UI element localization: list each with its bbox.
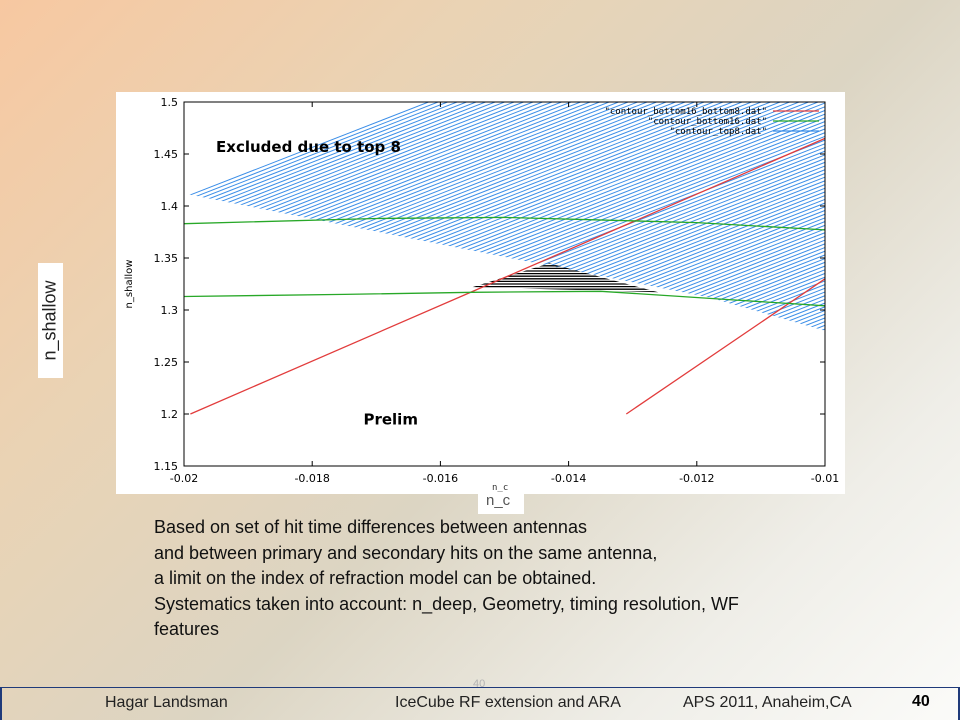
footer-page-faint: 40 [473,678,486,690]
hatch-line [184,102,825,331]
hatch-line [194,102,825,331]
contour-plot: -0.02 -0.018 -0.016 -0.014 -0.012 -0.01 1.15 1.… [116,92,845,494]
hatch-line [659,102,825,331]
footer-page-number: 40 [912,693,930,710]
hatch-line [184,102,825,331]
footer-author: Hagar Landsman [105,694,228,711]
hatch-line [184,102,825,331]
plot-annotation: Prelim [363,410,417,428]
x-tick-label: -0.01 [811,472,839,485]
hatch-line [184,102,825,331]
x-axis-title: n_c [486,492,511,509]
hatch-line [831,92,845,486]
series-line-1-1 [183,290,826,307]
hatch-line [184,102,825,331]
hatch-line [213,102,825,331]
footer-conference: APS 2011, Anaheim,CA [683,694,852,711]
hatch-line [184,102,825,331]
hatch-line [184,102,825,331]
hatch-line [678,102,825,331]
hatch-line [184,102,825,331]
hatch-line [184,102,825,331]
y-tick-label: 1.25 [154,356,179,369]
hatch-line [735,102,825,331]
hatch-line [203,102,825,331]
plot-annotation: Excluded due to top 8 [216,138,401,156]
hatch-line [184,102,825,331]
footer-divider [0,687,960,688]
allowed-region [472,263,659,293]
hatch-line [184,102,825,331]
body-line: and between primary and secondary hits o… [154,542,658,563]
hatch-line [184,102,825,331]
hatch-line [184,102,825,331]
footer-left-border [0,687,2,720]
footer-title: IceCube RF extension and ARA [395,694,621,711]
hatch-line [184,102,825,331]
hatch-line [184,102,825,331]
hatch-line [184,102,825,331]
x-tick-label: -0.02 [170,472,198,485]
y-tick-label: 1.2 [161,408,179,421]
body-line: Based on set of hit time differences bet… [154,517,587,537]
x-axis-title-small: n_c [492,483,509,493]
hatch-line [184,102,825,331]
legend-entry: "contour_bottom16.dat" [648,117,767,127]
hatch-line [184,102,825,331]
hatch-line [222,102,825,331]
hatch-line [184,102,825,331]
y-tick-label: 1.15 [154,460,179,473]
body-line: features [154,619,220,639]
plot-y-axis-label: n_shallow [124,260,135,309]
x-axis-title-box: n_c n_c [478,480,524,514]
y-tick-label: 1.3 [161,304,179,317]
x-tick-label: -0.018 [294,472,329,485]
legend-entry: "contour_top8.dat" [669,127,767,137]
y-tick-label: 1.4 [161,200,179,213]
hatch-line [184,102,825,331]
hatch-line [184,102,825,331]
hatch-line [184,102,825,331]
legend-entry: "contour_bottom16_bottom8.dat" [604,107,767,117]
slide-body-text: Based on set of hit time differences bet… [154,515,894,643]
x-tick-label: -0.014 [551,472,586,485]
plot-svg: -0.02 -0.018 -0.016 -0.014 -0.012 -0.01 1.15 1.… [124,92,846,486]
hatch-line [479,102,825,331]
hatch-line [184,102,825,331]
y-axis-title-box: n_shallow [38,263,63,378]
series-line-0-0 [190,137,826,415]
hatch-line [184,102,825,331]
hatch-line [184,102,825,331]
hatch-line [469,102,825,331]
y-axis-title: n_shallow [40,280,60,361]
body-line: a limit on the index of refraction model… [154,568,597,588]
y-tick-label: 1.45 [154,148,179,161]
x-tick-label: -0.012 [679,472,714,485]
hatch-line [184,102,825,331]
hatch-line [184,102,825,331]
series-line-1-0 [183,216,826,231]
footer-right-border [958,687,960,720]
hatch-line [716,102,825,331]
hatch-line [184,102,825,331]
y-tick-label: 1.5 [161,96,179,109]
hatch-line [792,102,825,331]
hatch-line [184,102,825,331]
hatch-line [184,102,825,331]
hatch-line [184,102,825,331]
plot-frame [183,101,826,467]
hatch-line [841,92,846,486]
series-line-0-1 [625,278,826,415]
hatch-line [184,102,825,331]
y-tick-label: 1.35 [154,252,179,265]
x-tick-label: -0.016 [423,472,458,485]
hatch-line [184,102,825,331]
body-line: Systematics taken into account: n_deep, … [154,593,739,614]
